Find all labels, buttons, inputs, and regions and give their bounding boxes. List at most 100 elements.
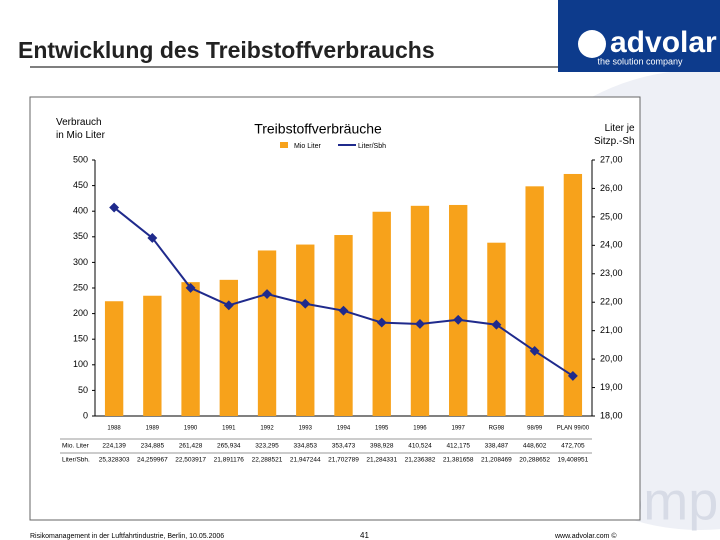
y-tick-label: 500 — [73, 154, 88, 164]
y2-tick-label: 26,00 — [600, 183, 623, 193]
y-tick-label: 400 — [73, 206, 88, 216]
y2-tick-label: 21,00 — [600, 325, 623, 335]
x-tick-label: PLAN 99/00 — [557, 426, 590, 432]
x-tick-label: RG98 — [489, 426, 505, 432]
marker — [185, 282, 196, 293]
x-tick-label: 1990 — [184, 426, 198, 432]
marker — [415, 318, 425, 329]
tagline: the solution company — [597, 56, 683, 66]
y2-tick-label: 19,00 — [600, 382, 623, 392]
marker — [262, 289, 272, 299]
table-cell: 20,288652 — [519, 457, 550, 464]
bar — [143, 295, 162, 416]
table-cell: 25,328303 — [99, 457, 130, 464]
x-tick-label: 1992 — [260, 426, 274, 432]
marker — [567, 370, 578, 381]
bar — [219, 279, 238, 416]
table-cell: 24,259967 — [137, 457, 168, 464]
footer-text: Risikomanagement in der Luftfahrtindustr… — [30, 533, 224, 540]
x-tick-label: 1996 — [413, 426, 427, 432]
y2-tick-label: 22,00 — [600, 297, 623, 307]
y-tick-label: 0 — [83, 410, 88, 420]
legend-label: Liter/Sbh — [358, 143, 386, 150]
marker — [453, 314, 464, 325]
y2-tick-label: 24,00 — [600, 240, 623, 250]
x-tick-label: 1993 — [299, 426, 313, 432]
y2-tick-label: 18,00 — [600, 410, 623, 420]
table-cell: 234,885 — [141, 443, 165, 450]
table-row-label: Mio. Liter — [62, 443, 90, 450]
table-row-label: Liter/Sbh. — [62, 457, 90, 464]
y2-tick-label: 23,00 — [600, 268, 623, 278]
table-cell: 21,702789 — [328, 457, 359, 464]
marker — [223, 300, 234, 311]
y-axis-label: Verbrauch in Mio Liter — [56, 117, 105, 141]
x-tick-label: 1997 — [452, 426, 466, 432]
y-tick-label: 350 — [73, 231, 88, 241]
legend-label: Mio Liter — [294, 143, 322, 150]
y-tick-label: 300 — [73, 257, 88, 267]
y2-tick-label: 25,00 — [600, 211, 623, 221]
table-cell: 21,947244 — [290, 457, 321, 464]
logo: advolar — [610, 26, 717, 59]
table-cell: 323,295 — [255, 443, 279, 450]
table-cell: 21,381658 — [443, 457, 474, 464]
table-cell: 224,139 — [102, 443, 126, 450]
bar — [410, 205, 430, 416]
bar — [449, 204, 468, 416]
table-cell: 21,236382 — [405, 457, 436, 464]
marker — [300, 298, 311, 309]
bar — [181, 282, 200, 416]
logo-icon — [578, 30, 606, 58]
x-tick-label: 1989 — [146, 426, 160, 432]
table-cell: 21,891176 — [214, 457, 245, 464]
x-tick-label: 98/99 — [527, 426, 543, 432]
page-number: 41 — [360, 531, 369, 540]
legend-swatch — [280, 142, 288, 148]
y-tick-label: 100 — [73, 359, 88, 369]
table-cell: 22,503917 — [175, 457, 206, 464]
y-tick-label: 50 — [78, 385, 88, 395]
table-cell: 21,284331 — [366, 457, 397, 464]
bar — [334, 235, 353, 416]
y-tick-label: 250 — [73, 282, 88, 292]
x-tick-label: 1988 — [107, 426, 121, 432]
table-cell: 261,428 — [179, 443, 203, 450]
table-cell: 21,208469 — [481, 457, 512, 464]
y2-tick-label: 20,00 — [600, 353, 623, 363]
slide-title: Entwicklung des Treibstoffverbrauchs — [18, 37, 435, 63]
table-cell: 448,602 — [523, 443, 547, 450]
y2-tick-label: 27,00 — [600, 154, 623, 164]
bar — [372, 211, 391, 416]
y-tick-label: 150 — [73, 334, 88, 344]
marker — [147, 232, 158, 243]
bar — [104, 301, 124, 416]
footer-url: www.advolar.com © — [554, 532, 617, 540]
table-cell: 412,175 — [446, 443, 470, 450]
x-tick-label: 1995 — [375, 426, 389, 432]
marker — [491, 319, 502, 330]
x-tick-label: 1991 — [222, 426, 236, 432]
y2-axis-label: Liter je Sitzp.-Sh — [594, 123, 635, 147]
marker — [529, 345, 540, 356]
bar — [525, 186, 544, 416]
table-cell: 334,853 — [294, 443, 318, 450]
table-cell: 19,408951 — [558, 457, 589, 464]
table-cell: 472,705 — [561, 443, 585, 450]
bar — [257, 250, 277, 416]
chart-title: Treibstoffverbräuche — [254, 121, 382, 137]
bar — [296, 244, 315, 416]
marker — [376, 317, 387, 328]
table-cell: 265,934 — [217, 443, 241, 450]
table-cell: 410,524 — [408, 443, 432, 450]
marker — [109, 202, 120, 213]
marker — [338, 305, 349, 316]
y-tick-label: 200 — [73, 308, 88, 318]
bar — [563, 173, 583, 416]
table-cell: 338,487 — [485, 443, 509, 450]
table-cell: 353,473 — [332, 443, 356, 450]
y-tick-label: 450 — [73, 180, 88, 190]
table-cell: 398,928 — [370, 443, 394, 450]
